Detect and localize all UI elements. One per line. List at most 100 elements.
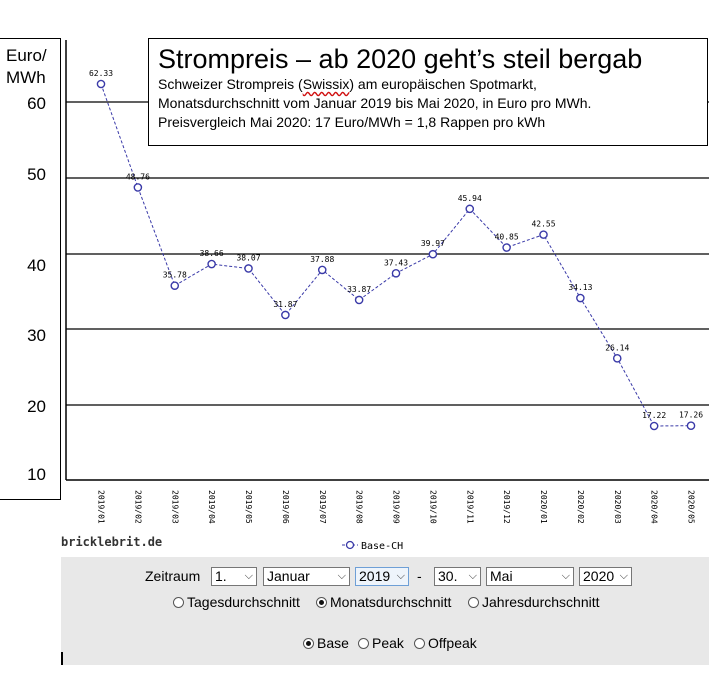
chart-title-box: Strompreis – ab 2020 geht’s steil bergab… xyxy=(148,38,708,146)
to-day-select[interactable]: 30. ⌵ xyxy=(434,567,481,586)
data-point xyxy=(428,249,438,259)
data-label: 37.88 xyxy=(310,255,334,264)
chevron-down-icon: ⌵ xyxy=(468,570,477,582)
data-point xyxy=(539,230,548,239)
legend-marker xyxy=(345,540,355,550)
data-point xyxy=(354,295,364,305)
range-dash: - xyxy=(417,568,422,584)
x-tick-label: 2020/04 xyxy=(650,490,659,524)
chart-subtitle-line3: Preisvergleich Mai 2020: 17 Euro/MWh = 1… xyxy=(158,114,546,130)
x-tick-label: 2020/05 xyxy=(687,490,696,524)
x-tick-label: 2019/11 xyxy=(465,490,474,524)
x-tick-label: 2020/02 xyxy=(576,490,585,524)
x-tick-label: 2019/08 xyxy=(355,490,364,524)
data-point xyxy=(96,79,106,89)
chevron-down-icon: ⌵ xyxy=(619,570,628,582)
radio-button[interactable] xyxy=(303,637,314,649)
chevron-down-icon: ⌵ xyxy=(337,570,346,582)
chevron-down-icon: ⌵ xyxy=(244,570,253,582)
y-axis-panel: Euro/ MWh 60 50 40 30 20 10 xyxy=(0,38,61,500)
x-tick-label: 2019/07 xyxy=(318,490,327,524)
legend-label: Base-CH xyxy=(361,541,403,552)
subtitle-swissix: Swissix xyxy=(302,76,350,92)
radio-base[interactable]: Base xyxy=(303,635,349,651)
chart-title: Strompreis – ab 2020 geht’s steil bergab xyxy=(158,44,643,74)
y-tick-label: 60 xyxy=(27,94,46,113)
radio-peak[interactable]: Peak xyxy=(358,635,404,651)
x-tick-label: 2019/03 xyxy=(170,490,179,524)
y-tick-label: 40 xyxy=(27,256,46,275)
y-tick-label: 50 xyxy=(27,165,46,184)
data-point xyxy=(170,281,180,290)
radio-label: Jahresdurchschnitt xyxy=(482,594,600,610)
x-tick-label: 2020/01 xyxy=(539,490,548,524)
y-axis-unit-line2: MWh xyxy=(6,68,46,87)
data-point xyxy=(649,421,659,431)
x-tick-labels: 2019/01 2019/02 2019/03 2019/04 2019/05 2019/… xyxy=(97,490,696,524)
x-tick-label: 2019/05 xyxy=(244,490,253,524)
data-label: 31.87 xyxy=(273,300,297,309)
x-tick-label: 2019/06 xyxy=(281,490,290,524)
data-label: 34.13 xyxy=(568,283,592,292)
x-tick-label: 2019/04 xyxy=(207,490,216,524)
radio-button[interactable] xyxy=(358,637,369,649)
radio-jahresdurchschnitt[interactable]: Jahresdurchschnitt xyxy=(468,594,600,610)
data-point xyxy=(281,310,290,320)
to-month-select[interactable]: Mai ⌵ xyxy=(486,567,574,586)
to-month-value: Mai xyxy=(490,568,513,584)
data-label: 62.33 xyxy=(89,69,113,78)
chart-subtitle-line2: Monatsdurchschnitt vom Januar 2019 bis M… xyxy=(158,95,592,111)
radio-label: Peak xyxy=(372,635,404,651)
to-year-select[interactable]: 2020 ⌵ xyxy=(579,567,632,586)
from-month-select[interactable]: Januar ⌵ xyxy=(263,567,350,586)
radio-label: Monatsdurchschnitt xyxy=(330,594,452,610)
x-tick-label: 2020/03 xyxy=(613,490,622,524)
filter-form: Zeitraum 1. ⌵ Januar ⌵ 2019 ⌵ - 30. ⌵ Mai ⌵ 2… xyxy=(61,557,709,665)
data-label: 26.14 xyxy=(605,343,629,352)
from-day-select[interactable]: 1. ⌵ xyxy=(211,567,257,586)
data-point xyxy=(391,268,401,278)
x-tick-label: 2019/10 xyxy=(428,490,437,524)
data-label: 37.43 xyxy=(384,258,408,267)
to-day-value: 30. xyxy=(438,568,458,584)
x-tick-label: 2019/09 xyxy=(392,490,401,524)
radio-button[interactable] xyxy=(468,596,479,608)
data-label: 38.07 xyxy=(236,253,260,262)
data-point xyxy=(207,259,216,269)
product-row: Base Peak Offpeak xyxy=(61,633,709,653)
radio-button[interactable] xyxy=(316,596,327,608)
radio-monatsdurchschnitt[interactable]: Monatsdurchschnitt xyxy=(316,594,451,610)
data-label: 42.55 xyxy=(531,220,555,229)
data-label: 48.76 xyxy=(126,172,150,181)
data-point xyxy=(576,293,585,303)
data-label: 17.26 xyxy=(679,411,703,420)
from-year-select[interactable]: 2019 ⌵ xyxy=(355,567,409,586)
x-tick-label: 2019/12 xyxy=(502,490,511,524)
chart-subtitle-line1: Schweizer Strompreis (Swissix) am europä… xyxy=(158,75,698,94)
site-credit: bricklebrit.de xyxy=(61,535,163,549)
data-point xyxy=(465,204,475,214)
data-point xyxy=(502,243,511,252)
data-point xyxy=(612,354,622,363)
data-label: 40.85 xyxy=(495,233,519,242)
chevron-down-icon: ⌵ xyxy=(561,570,570,582)
data-label: 33.87 xyxy=(347,285,371,294)
radio-tagesdurchschnitt[interactable]: Tagesdurchschnitt xyxy=(173,594,300,610)
radio-offpeak[interactable]: Offpeak xyxy=(414,635,477,651)
data-label: 39.97 xyxy=(421,239,445,248)
text-cursor xyxy=(61,652,63,665)
from-day-value: 1. xyxy=(215,568,227,584)
y-tick-label: 10 xyxy=(27,465,46,484)
radio-button[interactable] xyxy=(173,596,184,608)
y-tick-label: 30 xyxy=(27,326,46,345)
subtitle-text: Schweizer Strompreis ( xyxy=(158,76,303,92)
date-range-row: Zeitraum 1. ⌵ Januar ⌵ 2019 ⌵ - 30. ⌵ Mai ⌵ 2… xyxy=(61,567,709,589)
radio-label: Tagesdurchschnitt xyxy=(187,594,300,610)
to-year-value: 2020 xyxy=(583,568,615,584)
data-point xyxy=(244,264,253,273)
data-points: 62.33 48.76 35.78 38.66 38.07 31.87 37.88 33.87… xyxy=(89,69,703,431)
data-label: 35.78 xyxy=(163,271,187,280)
data-point xyxy=(133,183,143,192)
y-tick-label: 20 xyxy=(27,397,46,416)
radio-button[interactable] xyxy=(414,637,425,649)
